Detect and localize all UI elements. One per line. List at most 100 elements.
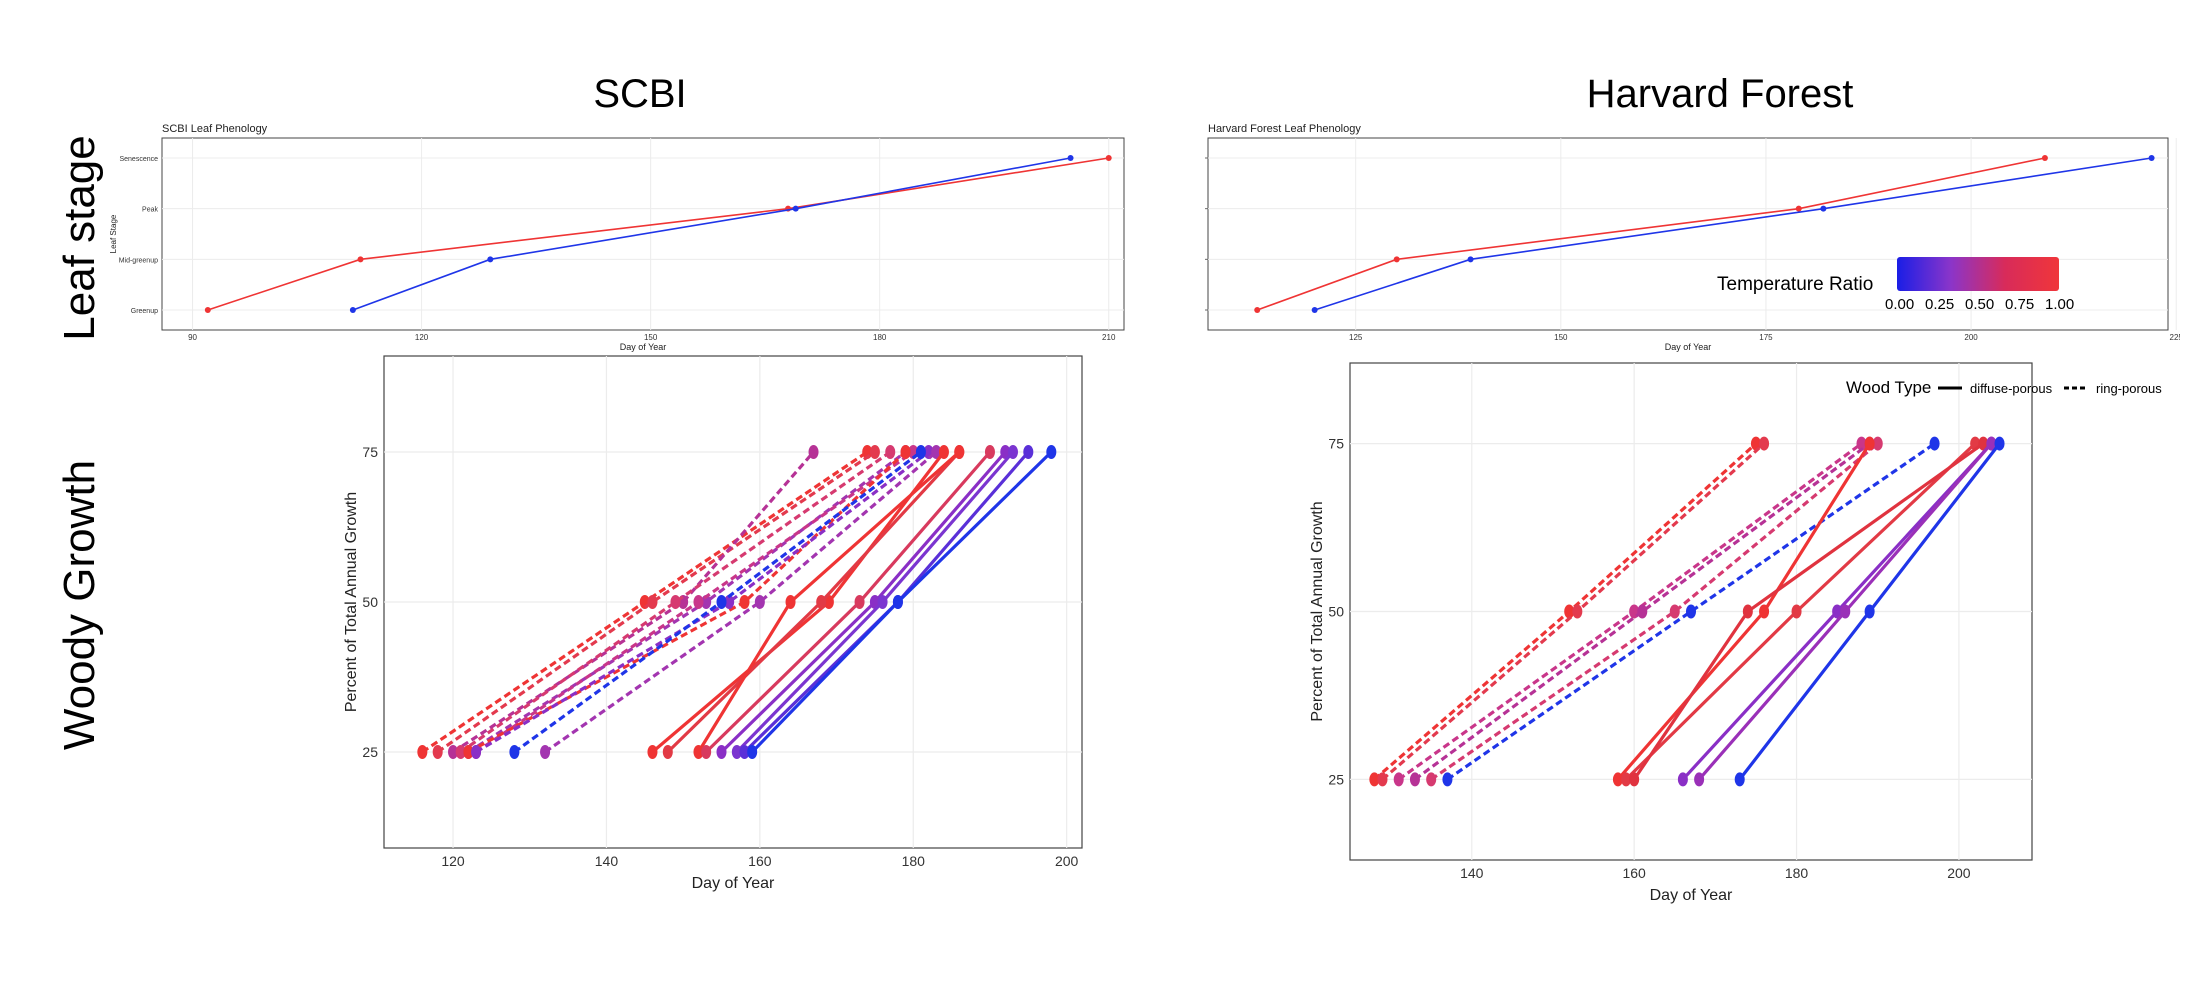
growth-point <box>892 595 903 609</box>
growth-point <box>1612 772 1623 787</box>
growth-point <box>1840 604 1851 619</box>
y-tick-label: 75 <box>1328 436 1344 452</box>
temperature-legend-title: Temperature Ratio <box>1717 274 1874 295</box>
y-tick-label: Senescence <box>119 156 158 163</box>
y-axis-label: Leaf Stage <box>109 214 118 253</box>
growth-point <box>1791 604 1802 619</box>
growth-point <box>647 745 658 759</box>
growth-point <box>1686 604 1696 619</box>
growth-point <box>1007 445 1018 459</box>
x-tick-label: 120 <box>441 853 465 869</box>
x-tick-label: 200 <box>1055 853 1079 869</box>
growth-point <box>1409 772 1420 787</box>
growth-point <box>1832 604 1843 619</box>
growth-point <box>724 595 735 609</box>
x-tick-label: 90 <box>188 333 197 342</box>
phenology-point <box>1311 307 1318 313</box>
x-tick-label: 150 <box>644 333 658 342</box>
growth-point <box>931 445 942 459</box>
growth-point <box>455 745 466 759</box>
scbi-leaf-phenology-chart: SCBI Leaf Phenology 90 120 150 180 210 Greenup… <box>109 123 1125 352</box>
x-tick-label: 140 <box>1460 865 1484 881</box>
y-tick-label: 25 <box>1328 771 1344 787</box>
growth-point <box>1046 445 1057 459</box>
ring-porous-series-line <box>1414 442 1871 781</box>
growth-point <box>1637 604 1648 619</box>
x-tick-label: 160 <box>748 853 772 869</box>
growth-point <box>816 595 827 609</box>
x-axis-label: Day of Year <box>692 875 775 892</box>
growth-point <box>1864 604 1875 619</box>
y-tick-label: 50 <box>1328 604 1344 620</box>
y-tick-label: 75 <box>362 444 378 460</box>
growth-point <box>701 745 712 759</box>
growth-point <box>739 595 750 609</box>
phenology-point <box>2148 155 2155 161</box>
growth-point <box>701 595 712 609</box>
growth-point <box>1426 772 1437 787</box>
phenology-point <box>349 307 356 313</box>
growth-point <box>716 745 727 759</box>
temperature-tick: 0.50 <box>1965 296 1995 313</box>
growth-point <box>1759 436 1770 451</box>
phenology-series-line <box>1314 157 2152 311</box>
scbi-woody-growth-chart: 120 140 160 180 200 25 50 75 Day of Year Percent … <box>343 355 1083 892</box>
growth-point <box>716 595 727 609</box>
x-tick-label: 180 <box>1785 865 1809 881</box>
x-tick-label: 225 <box>2170 333 2180 342</box>
growth-point <box>1669 604 1680 619</box>
growth-point <box>785 595 796 609</box>
growth-point <box>754 595 765 609</box>
growth-point <box>877 595 888 609</box>
phenology-point <box>2041 155 2048 161</box>
growth-point <box>808 445 819 459</box>
phenology-point <box>1795 205 1802 212</box>
x-tick-label: 210 <box>1102 333 1116 342</box>
growth-point <box>471 745 482 759</box>
y-tick-label: 25 <box>362 744 378 760</box>
wood-type-legend-title: Wood Type <box>1846 378 1932 397</box>
ring-porous-series-line <box>452 450 815 754</box>
temperature-tick: 0.00 <box>1885 296 1915 313</box>
growth-point <box>463 745 474 759</box>
phenology-point <box>1820 205 1827 212</box>
growth-point <box>954 445 965 459</box>
row-title-woody-growth: Woody Growth <box>55 459 104 751</box>
growth-point <box>662 745 673 759</box>
y-tick-label: Peak <box>142 207 158 214</box>
growth-point <box>1929 436 1940 451</box>
growth-point <box>670 595 681 609</box>
growth-point <box>1629 772 1640 787</box>
growth-point <box>1377 772 1388 787</box>
y-tick-label: Mid-greenup <box>119 257 158 264</box>
y-tick-label: Greenup <box>131 308 158 315</box>
solid-line-key-icon <box>1938 386 1962 390</box>
growth-point <box>509 745 520 759</box>
growth-point <box>1564 604 1575 619</box>
growth-point <box>1994 436 2005 451</box>
phenology-series-line <box>352 157 1071 311</box>
growth-point <box>731 745 742 759</box>
growth-point <box>984 445 995 459</box>
phenology-point <box>1467 256 1474 263</box>
y-tick-label: 50 <box>362 594 378 610</box>
x-tick-label: 180 <box>902 853 926 869</box>
x-tick-label: 175 <box>1759 333 1773 342</box>
x-tick-label: 150 <box>1554 333 1568 342</box>
x-axis-label: Day of Year <box>1665 342 1712 352</box>
y-axis-label: Percent of Total Annual Growth <box>1310 501 1326 721</box>
plot-border <box>161 137 1125 331</box>
y-axis-label: Percent of Total Annual Growth <box>343 492 360 712</box>
growth-point <box>448 745 459 759</box>
phenology-point <box>357 256 364 263</box>
x-axis-label: Day of Year <box>620 342 667 352</box>
temperature-color-bar <box>1897 257 2059 291</box>
x-tick-label: 180 <box>873 333 887 342</box>
column-title-scbi: SCBI <box>593 72 687 116</box>
phenology-point <box>1393 256 1400 263</box>
growth-point <box>1872 436 1883 451</box>
growth-point <box>869 445 880 459</box>
chart-title: SCBI Leaf Phenology <box>162 123 268 135</box>
growth-point <box>1442 772 1453 787</box>
growth-point <box>647 595 658 609</box>
